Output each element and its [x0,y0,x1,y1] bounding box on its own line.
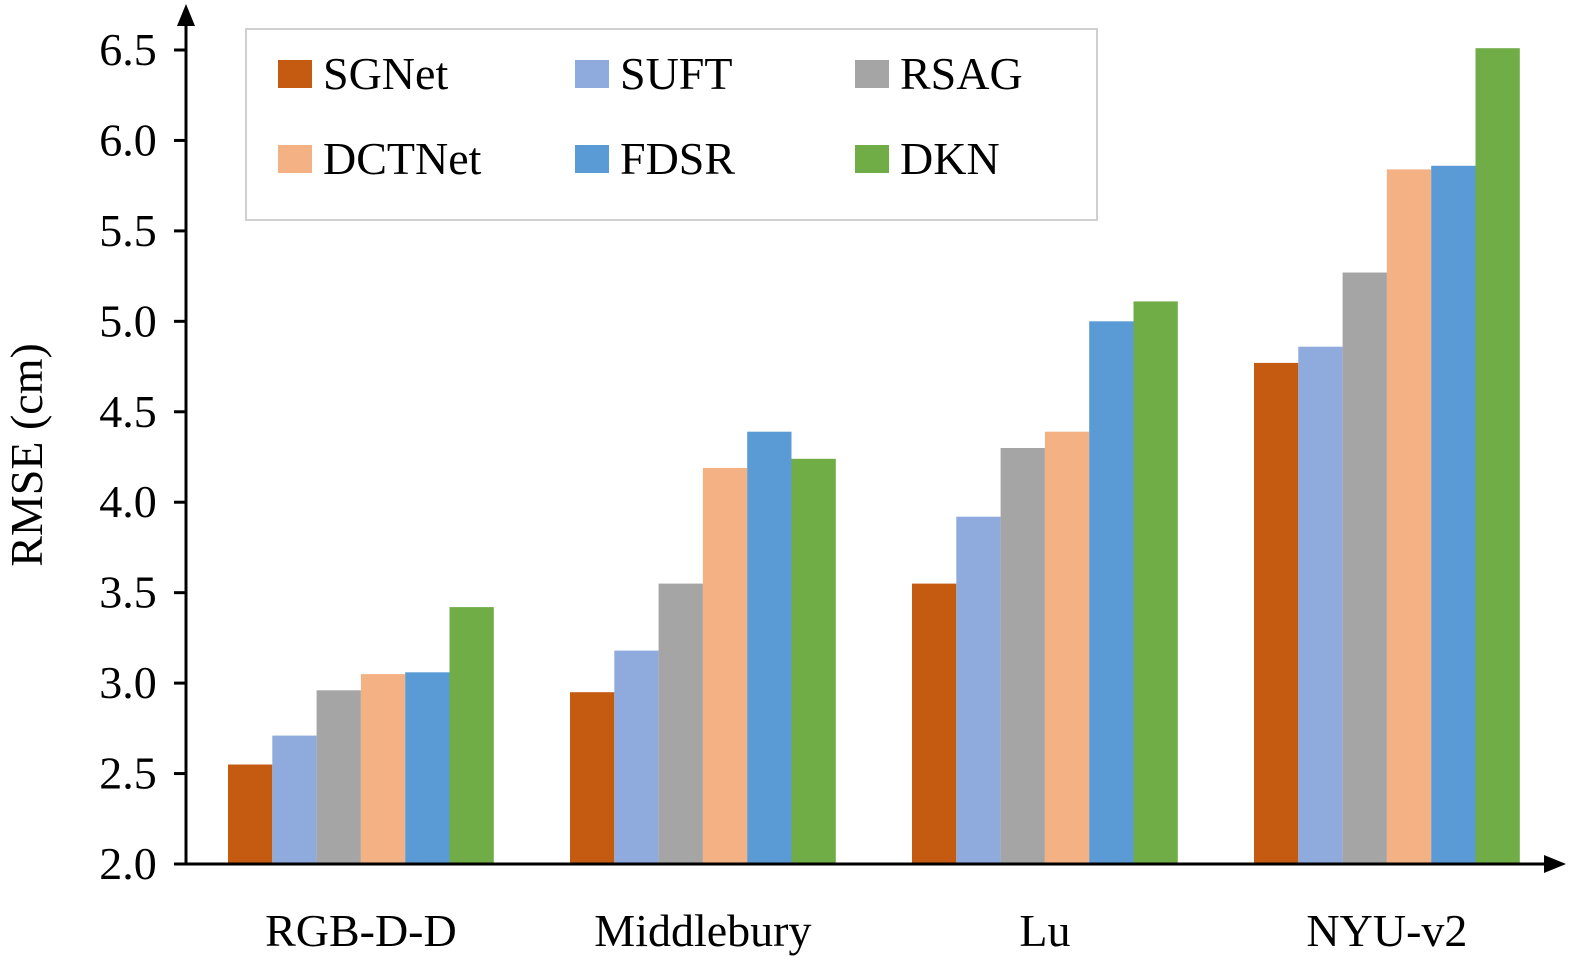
y-axis-arrow [177,4,195,26]
bar-rsag-lu [1000,448,1045,864]
y-tick-label: 2.0 [99,838,157,889]
bar-suft-nyu-v2 [1298,346,1343,864]
legend: SGNet SUFT RSAG DCTNet FDSR DKN [245,28,1098,221]
bar-dctnet-middlebury [702,467,748,864]
y-tick-label: 6.0 [99,114,157,165]
bar-sgnet-nyu-v2 [1254,362,1299,864]
bar-suft-rgb-d-d [272,735,317,864]
legend-label-fdsr: FDSR [620,133,735,184]
bar-sgnet-middlebury [570,692,615,864]
y-tick-label: 4.5 [99,386,157,437]
bar-dctnet-rgb-d-d [360,674,406,864]
bar-dkn-nyu-v2 [1475,48,1520,864]
x-category-label: RGB-D-D [265,905,457,956]
legend-label-rsag: RSAG [900,48,1023,99]
bar-dctnet-lu [1044,431,1090,864]
legend-swatch-dctnet [278,145,312,173]
legend-box [245,28,1098,221]
x-category-label: NYU-v2 [1306,905,1467,956]
y-tick-label: 3.5 [99,567,157,618]
bar-suft-middlebury [614,650,659,864]
x-category-labels: RGB-D-D Middlebury Lu NYU-v2 [265,905,1467,956]
bar-dctnet-nyu-v2 [1386,169,1432,864]
bars-layer [228,48,1520,865]
y-axis-title: RMSE (cm) [1,343,52,567]
bar-fdsr-nyu-v2 [1431,165,1476,865]
bar-rsag-rgb-d-d [316,690,361,864]
legend-swatch-dkn [855,145,889,173]
bar-fdsr-rgb-d-d [405,672,450,864]
legend-label-sgnet: SGNet [323,48,448,99]
y-tick-label: 5.0 [99,295,157,346]
bar-dkn-middlebury [791,458,836,864]
y-tick-label: 3.0 [99,657,157,708]
y-tick-label: 4.0 [99,476,157,527]
legend-label-dkn: DKN [900,133,1000,184]
legend-swatch-rsag [855,60,889,88]
bar-suft-lu [956,516,1001,864]
legend-label-dctnet: DCTNet [323,133,482,184]
x-category-label: Lu [1019,905,1070,956]
bar-sgnet-lu [912,583,957,864]
y-ticks: 2.0 2.5 3.0 3.5 4.0 4.5 5.0 5.5 6.0 6.5 [99,24,186,889]
y-tick-label: 5.5 [99,205,157,256]
y-tick-label: 2.5 [99,748,157,799]
bar-fdsr-middlebury [747,431,792,864]
legend-swatch-fdsr [575,145,609,173]
bar-fdsr-lu [1089,321,1134,864]
bar-sgnet-rgb-d-d [228,764,273,864]
x-category-label: Middlebury [594,905,811,956]
legend-swatch-sgnet [278,60,312,88]
y-tick-label: 6.5 [99,24,157,75]
bar-rsag-middlebury [658,583,703,864]
bar-dkn-rgb-d-d [449,607,494,864]
bar-rsag-nyu-v2 [1342,272,1387,864]
legend-label-suft: SUFT [620,48,732,99]
legend-swatch-suft [575,60,609,88]
x-axis-arrow [1544,855,1566,873]
bar-dkn-lu [1133,301,1178,864]
